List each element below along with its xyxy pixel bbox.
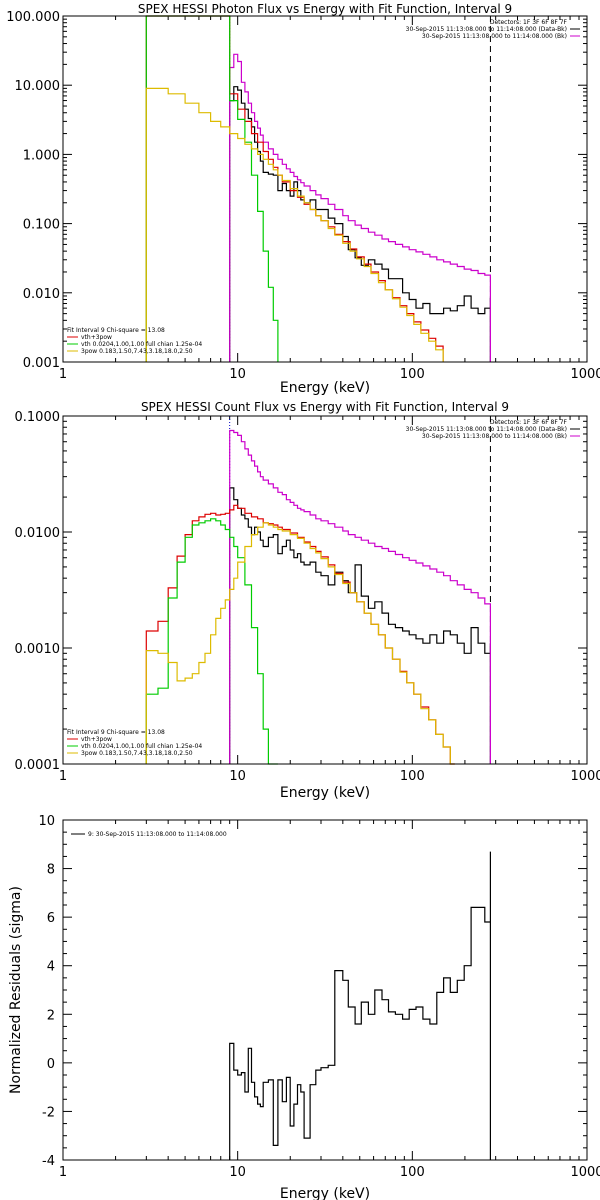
y-tick-label: 0.1000 <box>15 410 61 425</box>
series-line-4 <box>145 87 444 362</box>
residuals-xlabel: Energy (keV) <box>280 1186 370 1200</box>
fit-line: 3pow 0.183,1.50,7.43,3.18,18.0,2.50 <box>81 348 193 355</box>
x-tick-label: 10 <box>229 1165 246 1180</box>
info-line: 30-Sep-2015 11:13:08.000 to 11:14:08.000… <box>406 26 567 33</box>
info-line: Detectors: 1F 3F 6F 8F 7F <box>490 19 568 26</box>
series-line-1 <box>229 429 491 764</box>
residuals-ylabel: Normalized Residuals (sigma) <box>8 886 24 1094</box>
info-line: 30-Sep-2015 11:13:08.000 to 11:14:08.000… <box>422 433 567 440</box>
series-line-0 <box>229 86 491 362</box>
count-flux-xlabel: Energy (keV) <box>280 785 370 801</box>
series-line-2 <box>145 504 455 765</box>
info-line: 30-Sep-2015 11:13:08.000 to 11:14:08.000… <box>406 426 567 433</box>
y-tick-label: 2 <box>47 1008 55 1023</box>
fit-line: vth 0.0204,1.00,1.00 full chian 1.25e-04 <box>81 743 202 750</box>
x-tick-label: 1000 <box>570 1165 600 1180</box>
count-flux-title: SPEX HESSI Count Flux vs Energy with Fit… <box>141 400 509 414</box>
photon-flux-panel: SPEX HESSI Photon Flux vs Energy with Fi… <box>6 2 600 396</box>
x-tick-label: 1000 <box>570 367 600 382</box>
x-tick-label: 1 <box>59 769 67 784</box>
x-tick-label: 1000 <box>570 769 600 784</box>
x-tick-label: 10 <box>229 769 246 784</box>
photon-flux-title: SPEX HESSI Photon Flux vs Energy with Fi… <box>138 2 512 16</box>
y-tick-label: 4 <box>47 960 55 975</box>
x-tick-label: 100 <box>400 1165 425 1180</box>
y-tick-label: 10.000 <box>15 79 61 94</box>
fit-line: 3pow 0.183,1.50,7.43,3.18,18.0,2.50 <box>81 750 193 757</box>
y-tick-label: 0.0100 <box>15 526 61 541</box>
info-line: Detectors: 1F 3F 6F 8F 7F <box>490 419 568 426</box>
y-tick-label: 0.0001 <box>15 758 61 773</box>
legend-label: 9: 30-Sep-2015 11:13:08.000 to 11:14:08.… <box>88 831 227 838</box>
photon-flux-frame <box>62 15 588 363</box>
x-tick-label: 10 <box>229 367 246 382</box>
fit-line: vth+3pow <box>81 736 112 743</box>
count-flux-frame <box>62 415 588 765</box>
y-tick-label: -4 <box>42 1154 55 1169</box>
series-line-0 <box>229 487 491 764</box>
y-tick-label: 100.000 <box>6 10 60 25</box>
y-tick-label: 1.000 <box>23 148 60 163</box>
y-tick-label: 0.100 <box>23 218 60 233</box>
series-line-1 <box>229 53 491 362</box>
info-line: 30-Sep-2015 11:13:08.000 to 11:14:08.000… <box>422 33 567 40</box>
x-tick-label: 1 <box>59 1165 67 1180</box>
fit-line: Fit Interval 9 Chi-square = 13.08 <box>67 327 165 334</box>
fit-line: Fit Interval 9 Chi-square = 13.08 <box>67 729 165 736</box>
y-tick-label: 0 <box>47 1057 55 1072</box>
fit-line: vth 0.0204,1.00,1.00 full chian 1.25e-04 <box>81 341 202 348</box>
photon-flux-xlabel: Energy (keV) <box>280 380 370 396</box>
residuals-panel: Energy (keV) Normalized Residuals (sigma… <box>8 814 600 1200</box>
residuals-frame <box>62 819 588 1161</box>
x-tick-label: 100 <box>400 769 425 784</box>
fit-line: vth+3pow <box>81 334 112 341</box>
y-tick-label: 8 <box>47 863 55 878</box>
y-tick-label: 0.0010 <box>15 642 61 657</box>
x-tick-label: 100 <box>400 367 425 382</box>
y-tick-label: -2 <box>42 1105 55 1120</box>
series-line-4 <box>145 522 455 765</box>
series-line-0 <box>229 851 491 1160</box>
count-flux-panel: SPEX HESSI Count Flux vs Energy with Fit… <box>15 400 600 801</box>
y-tick-label: 10 <box>38 814 55 829</box>
series-line-3 <box>145 15 279 362</box>
y-tick-label: 6 <box>47 911 55 926</box>
x-tick-label: 1 <box>59 367 67 382</box>
y-tick-label: 0.001 <box>23 356 60 371</box>
y-tick-label: 0.010 <box>23 287 60 302</box>
series-line-3 <box>145 518 278 765</box>
